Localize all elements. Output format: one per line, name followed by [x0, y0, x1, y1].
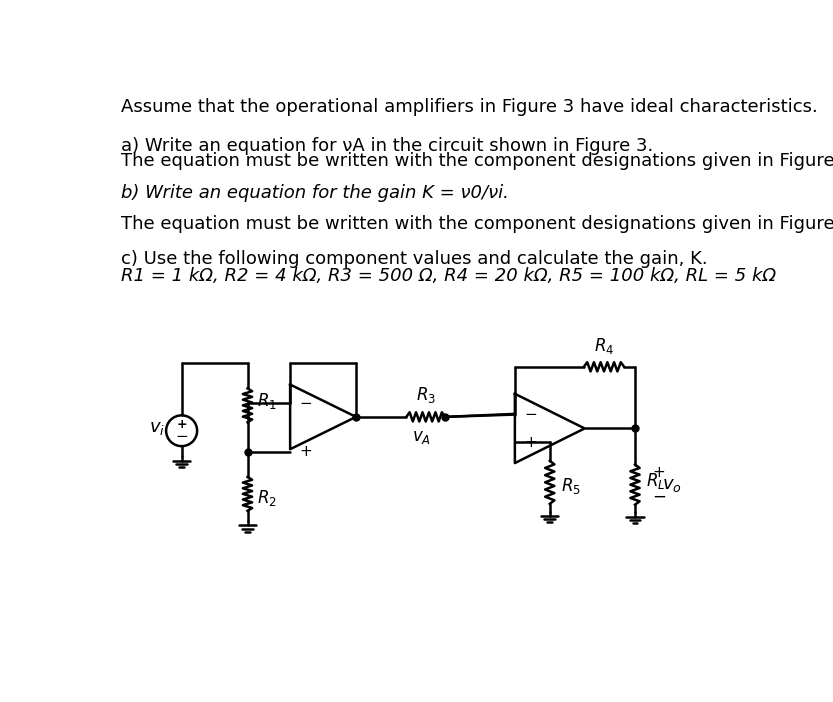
Text: R1 = 1 kΩ, R2 = 4 kΩ, R3 = 500 Ω, R4 = 20 kΩ, R5 = 100 kΩ, RL = 5 kΩ: R1 = 1 kΩ, R2 = 4 kΩ, R3 = 500 Ω, R4 = 2…	[121, 267, 776, 285]
Text: $R_5$: $R_5$	[561, 476, 581, 496]
Text: Assume that the operational amplifiers in Figure 3 have ideal characteristics.: Assume that the operational amplifiers i…	[121, 98, 818, 116]
Text: The equation must be written with the component designations given in Figure 3.: The equation must be written with the co…	[121, 215, 833, 233]
Text: The equation must be written with the component designations given in Figure 3.: The equation must be written with the co…	[121, 152, 833, 170]
Text: +: +	[652, 465, 665, 480]
Text: +: +	[177, 418, 187, 431]
Text: −: −	[175, 430, 188, 444]
Text: $v_o$: $v_o$	[662, 476, 682, 494]
Text: −: −	[299, 395, 312, 411]
Text: $v_A$: $v_A$	[412, 428, 431, 446]
Text: +: +	[299, 444, 312, 459]
Text: +: +	[524, 435, 537, 450]
Text: $R_4$: $R_4$	[594, 336, 614, 356]
Text: $R_3$: $R_3$	[416, 385, 436, 405]
Text: c) Use the following component values and calculate the gain, K.: c) Use the following component values an…	[121, 250, 708, 267]
Text: $R_L$: $R_L$	[646, 471, 666, 491]
Text: −: −	[524, 407, 537, 422]
Text: $v_i$: $v_i$	[149, 418, 165, 437]
Text: b) Write an equation for the gain K = ν0/νi.: b) Write an equation for the gain K = ν0…	[121, 185, 509, 202]
Text: −: −	[652, 488, 666, 506]
Text: a) Write an equation for νA in the circuit shown in Figure 3.: a) Write an equation for νA in the circu…	[121, 137, 653, 154]
Text: $R_2$: $R_2$	[257, 488, 277, 508]
Text: $R_1$: $R_1$	[257, 392, 277, 411]
